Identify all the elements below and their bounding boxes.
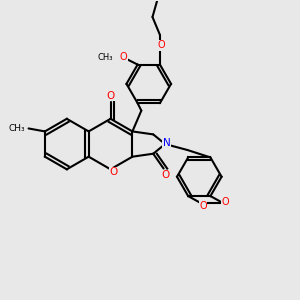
- Text: N: N: [163, 138, 170, 148]
- Text: CH₃: CH₃: [8, 124, 25, 133]
- Text: O: O: [161, 170, 169, 180]
- Text: O: O: [221, 197, 229, 207]
- Text: O: O: [158, 40, 165, 50]
- Text: O: O: [106, 91, 115, 101]
- Text: O: O: [199, 201, 207, 211]
- Text: O: O: [110, 167, 118, 177]
- Text: O: O: [119, 52, 127, 62]
- Text: CH₃: CH₃: [98, 52, 113, 62]
